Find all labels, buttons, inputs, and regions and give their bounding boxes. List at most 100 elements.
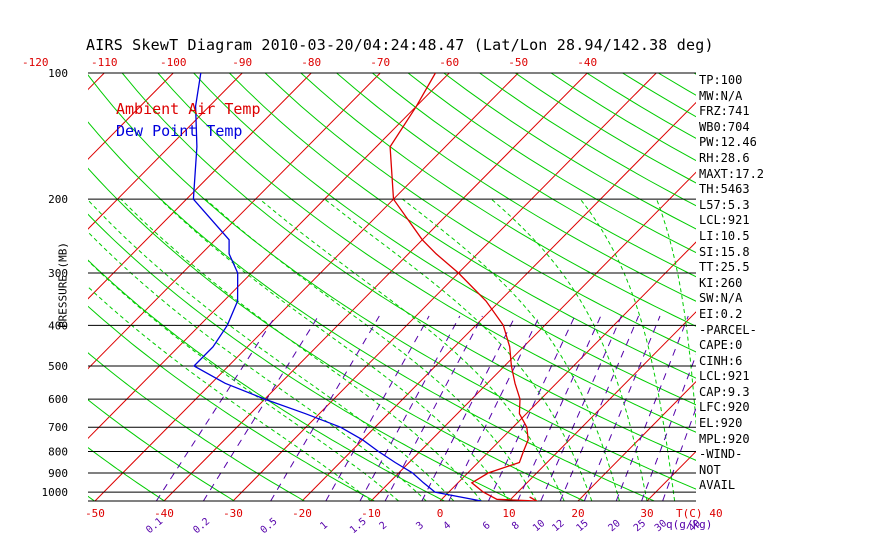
top-temp-tick-label: -120: [22, 56, 49, 69]
top-temp-tick-label: -50: [508, 56, 528, 69]
dry-adiabat: [837, 73, 870, 501]
top-temp-tick-label: -110: [91, 56, 118, 69]
dry-adiabat: [88, 213, 515, 501]
sounding-index: EL:920: [699, 416, 743, 431]
pressure-tick-label: 200: [48, 193, 68, 206]
moist-adiabat: [402, 198, 620, 501]
mixing-ratio-line: [359, 315, 461, 501]
moist-adiabat: [656, 199, 696, 428]
mixing-ratio-line: [384, 315, 483, 501]
dry-adiabat: [88, 447, 165, 501]
moist-adiabat: [159, 198, 510, 501]
mixing-ratio-tick-label: 0.2: [191, 516, 212, 536]
sounding-index: EI:0.2: [699, 306, 743, 321]
surface-arrow: [529, 496, 538, 501]
dry-adiabat: [658, 73, 696, 96]
isotherm: [0, 73, 35, 501]
dry-adiabat: [443, 73, 696, 230]
isotherm: [577, 380, 696, 501]
bottom-temp-tick-label: -20: [292, 507, 312, 520]
mixing-ratio-line: [662, 406, 696, 501]
dry-adiabat: [88, 495, 95, 501]
mixing-ratio-line: [448, 315, 540, 501]
dry-adiabat: [121, 73, 696, 461]
isotherm: [88, 73, 243, 230]
mixing-ratio-line: [155, 315, 276, 501]
sounding-index: LI:10.5: [699, 228, 750, 243]
sounding-index: MW:N/A: [699, 88, 743, 103]
sounding-index: PW:12.46: [699, 135, 757, 150]
sounding-index: TH:5463: [699, 182, 750, 197]
dry-adiabat: [88, 259, 445, 501]
mixing-ratio-tick-label: 15: [575, 518, 591, 534]
dry-adiabat: [407, 73, 696, 254]
isotherm: [439, 241, 696, 501]
dry-adiabat: [88, 305, 375, 501]
dew-point-temp-line: [192, 73, 482, 501]
bottom-temp-tick-label: -40: [154, 507, 174, 520]
mixing-ratio-tick-label: 20: [606, 518, 622, 534]
sounding-index: SW:N/A: [699, 291, 743, 306]
isotherm: [232, 73, 657, 501]
mixing-ratio-line: [270, 315, 380, 501]
pressure-tick-label: 1000: [42, 486, 69, 499]
pressure-tick-label: 300: [48, 267, 68, 280]
pressure-tick-label: 500: [48, 360, 68, 373]
bottom-temp-tick-label: 10: [502, 507, 515, 520]
dry-adiabat: [300, 73, 696, 327]
pressure-tick-label: 700: [48, 421, 68, 434]
top-temp-tick-label: -70: [370, 56, 390, 69]
sounding-index: MAXT:17.2: [699, 166, 765, 181]
sounding-index: TP:100: [699, 73, 743, 87]
moist-adiabat: [324, 198, 593, 501]
moist-adiabat: [88, 259, 399, 501]
mixing-ratio-line: [202, 315, 319, 501]
isotherm: [88, 73, 312, 300]
isotherm: [88, 73, 381, 370]
top-temp-tick-label: -100: [160, 56, 187, 69]
isotherm: [508, 311, 696, 501]
dry-adiabat: [801, 73, 870, 501]
pressure-tick-label: 100: [48, 67, 68, 80]
top-temp-tick-label: -40: [577, 56, 597, 69]
dry-adiabat: [88, 352, 305, 501]
mixing-ratio-tick-label: 12: [550, 518, 566, 534]
bottom-temp-tick-label: -10: [361, 507, 381, 520]
top-temp-tick-label: -90: [232, 56, 252, 69]
isotherm: [301, 101, 696, 501]
sounding-index: AVAIL: [699, 478, 736, 493]
bottom-temp-tick-label: 30: [640, 507, 653, 520]
sounding-index: LCL:921: [699, 213, 750, 228]
bottom-temp-tick-label: -50: [85, 507, 105, 520]
bottom-temp-tick-label: 20: [571, 507, 584, 520]
mixing-ratio-line: [325, 315, 430, 501]
dry-adiabat: [336, 73, 696, 302]
legend-dew-point-temp: Dew Point Temp: [116, 122, 243, 140]
moist-adiabat: [88, 231, 427, 501]
sounding-index: WB0:704: [699, 119, 750, 134]
mixing-ratio-tick-label: 3: [414, 520, 426, 532]
sounding-index: SI:15.8: [699, 244, 750, 259]
sounding-index: LFC:920: [699, 400, 750, 415]
dry-adiabat: [88, 121, 655, 501]
pressure-tick-label: 800: [48, 446, 68, 459]
bottom-temp-tick-label: 40: [709, 507, 722, 520]
mixing-ratio-line: [421, 315, 516, 501]
dry-adiabat: [157, 73, 696, 433]
top-temp-tick-label: -60: [439, 56, 459, 69]
mixing-ratio-tick-label: 8: [510, 520, 522, 532]
dry-adiabat: [479, 73, 696, 207]
dry-adiabat: [0, 73, 25, 501]
chart-title: AIRS SkewT Diagram 2010-03-20/04:24:48.4…: [86, 36, 714, 54]
sounding-index: NOT: [699, 462, 721, 477]
y-axis-label: PRESSURE (MB): [56, 241, 70, 329]
sounding-index: L57:5.3: [699, 197, 750, 212]
legend-ambient-air-temp: Ambient Air Temp: [116, 100, 261, 118]
mixing-ratio-tick-label: 6: [481, 520, 493, 532]
moist-adiabat: [120, 198, 482, 501]
sounding-index: CAP:9.3: [699, 384, 750, 399]
sounding-index: FRZ:741: [699, 104, 750, 119]
sounding-index: KI:260: [699, 275, 743, 290]
sounding-indices-panel: TP:100 MW:N/A FRZ:741 WB0:704 PW:12.46 RH:28.…: [699, 73, 764, 494]
ambient-air-temp-line: [389, 73, 537, 501]
